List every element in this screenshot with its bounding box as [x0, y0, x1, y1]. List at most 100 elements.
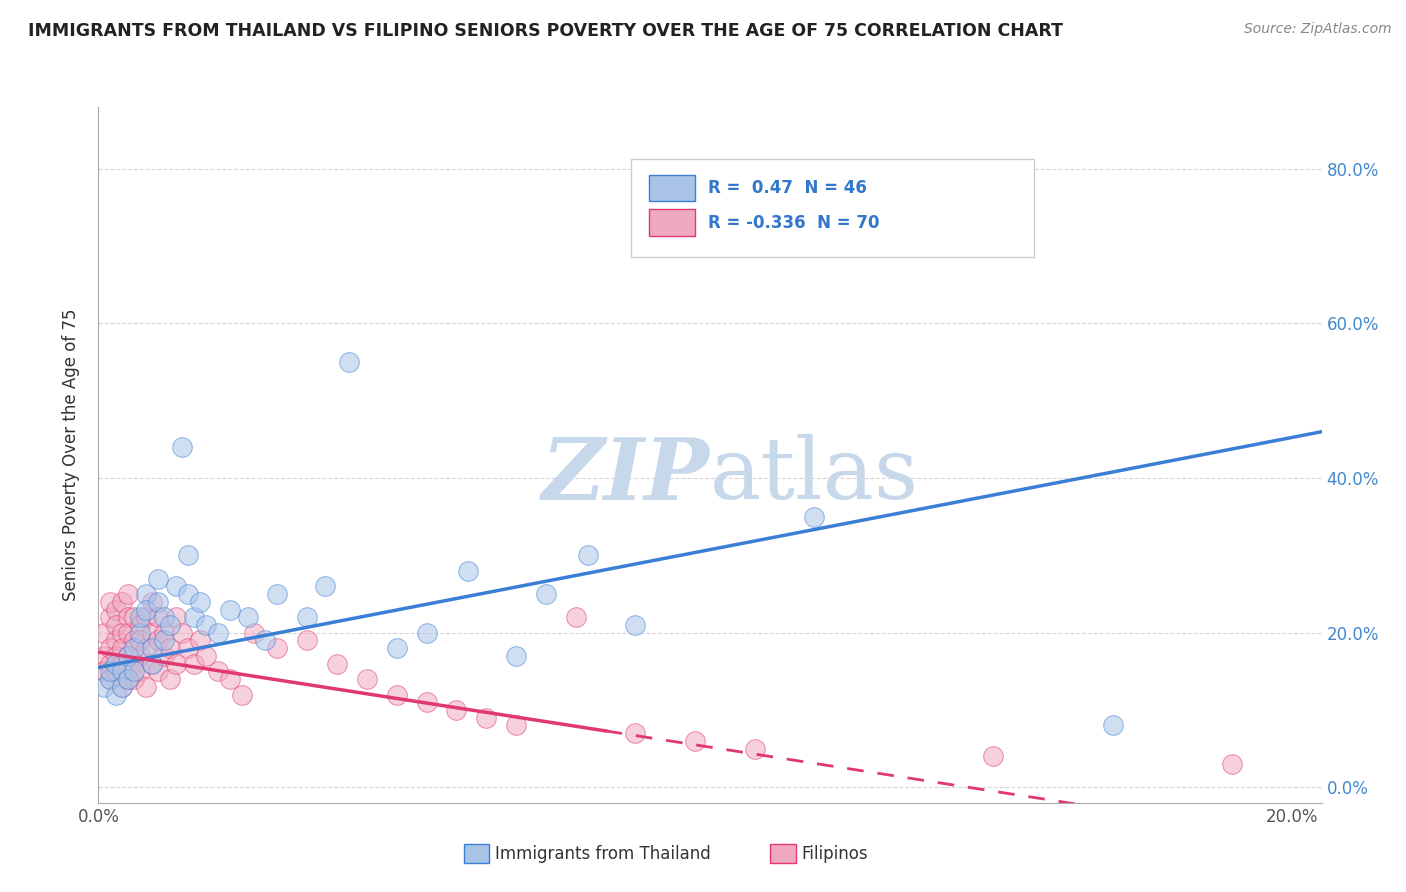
Point: [446, 703, 468, 717]
Point: [146, 665, 169, 679]
Point: [177, 641, 200, 656]
Point: [1101, 718, 1123, 732]
Point: [146, 633, 169, 648]
Point: [146, 595, 169, 609]
Text: R = -0.336  N = 70: R = -0.336 N = 70: [707, 213, 879, 232]
Point: [122, 657, 145, 671]
Text: R =  0.47  N = 46: R = 0.47 N = 46: [707, 178, 866, 197]
Point: [129, 618, 152, 632]
Point: [141, 595, 163, 609]
Point: [242, 625, 264, 640]
Point: [129, 610, 152, 624]
Point: [565, 610, 588, 624]
Point: [129, 665, 152, 679]
Point: [105, 688, 128, 702]
Point: [117, 587, 139, 601]
Point: [93, 680, 115, 694]
Point: [129, 625, 152, 640]
Point: [170, 625, 193, 640]
Point: [159, 641, 181, 656]
Point: [1220, 757, 1243, 772]
Point: [983, 749, 1005, 764]
Point: [297, 633, 319, 648]
Point: [153, 633, 176, 648]
Point: [576, 549, 599, 563]
Point: [165, 610, 187, 624]
Y-axis label: Seniors Poverty Over the Age of 75: Seniors Poverty Over the Age of 75: [62, 309, 80, 601]
Point: [475, 711, 498, 725]
Text: Immigrants from Thailand: Immigrants from Thailand: [495, 845, 710, 863]
Point: [98, 657, 121, 671]
Point: [356, 672, 378, 686]
Point: [505, 718, 527, 732]
Point: [183, 657, 205, 671]
FancyBboxPatch shape: [630, 159, 1035, 257]
Point: [141, 641, 163, 656]
Point: [505, 648, 527, 663]
Point: [744, 741, 766, 756]
Point: [218, 602, 240, 616]
Point: [135, 587, 157, 601]
Point: [122, 610, 145, 624]
Point: [117, 672, 139, 686]
Text: ZIP: ZIP: [543, 434, 710, 517]
Point: [122, 665, 145, 679]
Point: [624, 726, 647, 740]
Point: [122, 641, 145, 656]
Point: [93, 648, 115, 663]
Point: [153, 610, 176, 624]
Point: [105, 633, 128, 648]
Point: [111, 657, 134, 671]
Point: [165, 579, 187, 593]
Point: [141, 657, 163, 671]
Point: [803, 509, 825, 524]
Point: [98, 672, 121, 686]
Point: [153, 648, 176, 663]
Point: [415, 625, 437, 640]
Point: [135, 641, 157, 656]
Text: IMMIGRANTS FROM THAILAND VS FILIPINO SENIORS POVERTY OVER THE AGE OF 75 CORRELAT: IMMIGRANTS FROM THAILAND VS FILIPINO SEN…: [28, 22, 1063, 40]
Point: [146, 572, 169, 586]
Point: [188, 633, 211, 648]
Point: [194, 618, 217, 632]
Point: [122, 633, 145, 648]
Point: [135, 610, 157, 624]
Point: [117, 610, 139, 624]
Point: [105, 648, 128, 663]
Point: [194, 648, 217, 663]
Point: [326, 657, 349, 671]
Point: [534, 587, 557, 601]
Point: [93, 665, 115, 679]
Point: [135, 602, 157, 616]
Point: [337, 355, 360, 369]
Point: [98, 665, 121, 679]
Point: [683, 734, 706, 748]
Point: [98, 641, 121, 656]
Point: [457, 564, 479, 578]
Point: [111, 665, 134, 679]
Point: [159, 672, 181, 686]
Point: [254, 633, 277, 648]
Point: [170, 440, 193, 454]
Point: [415, 695, 437, 709]
FancyBboxPatch shape: [650, 175, 696, 201]
Point: [385, 641, 408, 656]
Point: [159, 618, 181, 632]
Point: [129, 648, 152, 663]
Point: [105, 602, 128, 616]
Point: [266, 641, 288, 656]
Point: [141, 657, 163, 671]
Point: [153, 625, 176, 640]
Point: [117, 672, 139, 686]
FancyBboxPatch shape: [650, 210, 696, 235]
Text: Source: ZipAtlas.com: Source: ZipAtlas.com: [1244, 22, 1392, 37]
Point: [105, 665, 128, 679]
Point: [146, 610, 169, 624]
Point: [98, 595, 121, 609]
Point: [111, 680, 134, 694]
Point: [236, 610, 259, 624]
Point: [117, 648, 139, 663]
Point: [98, 672, 121, 686]
Point: [385, 688, 408, 702]
Point: [297, 610, 319, 624]
